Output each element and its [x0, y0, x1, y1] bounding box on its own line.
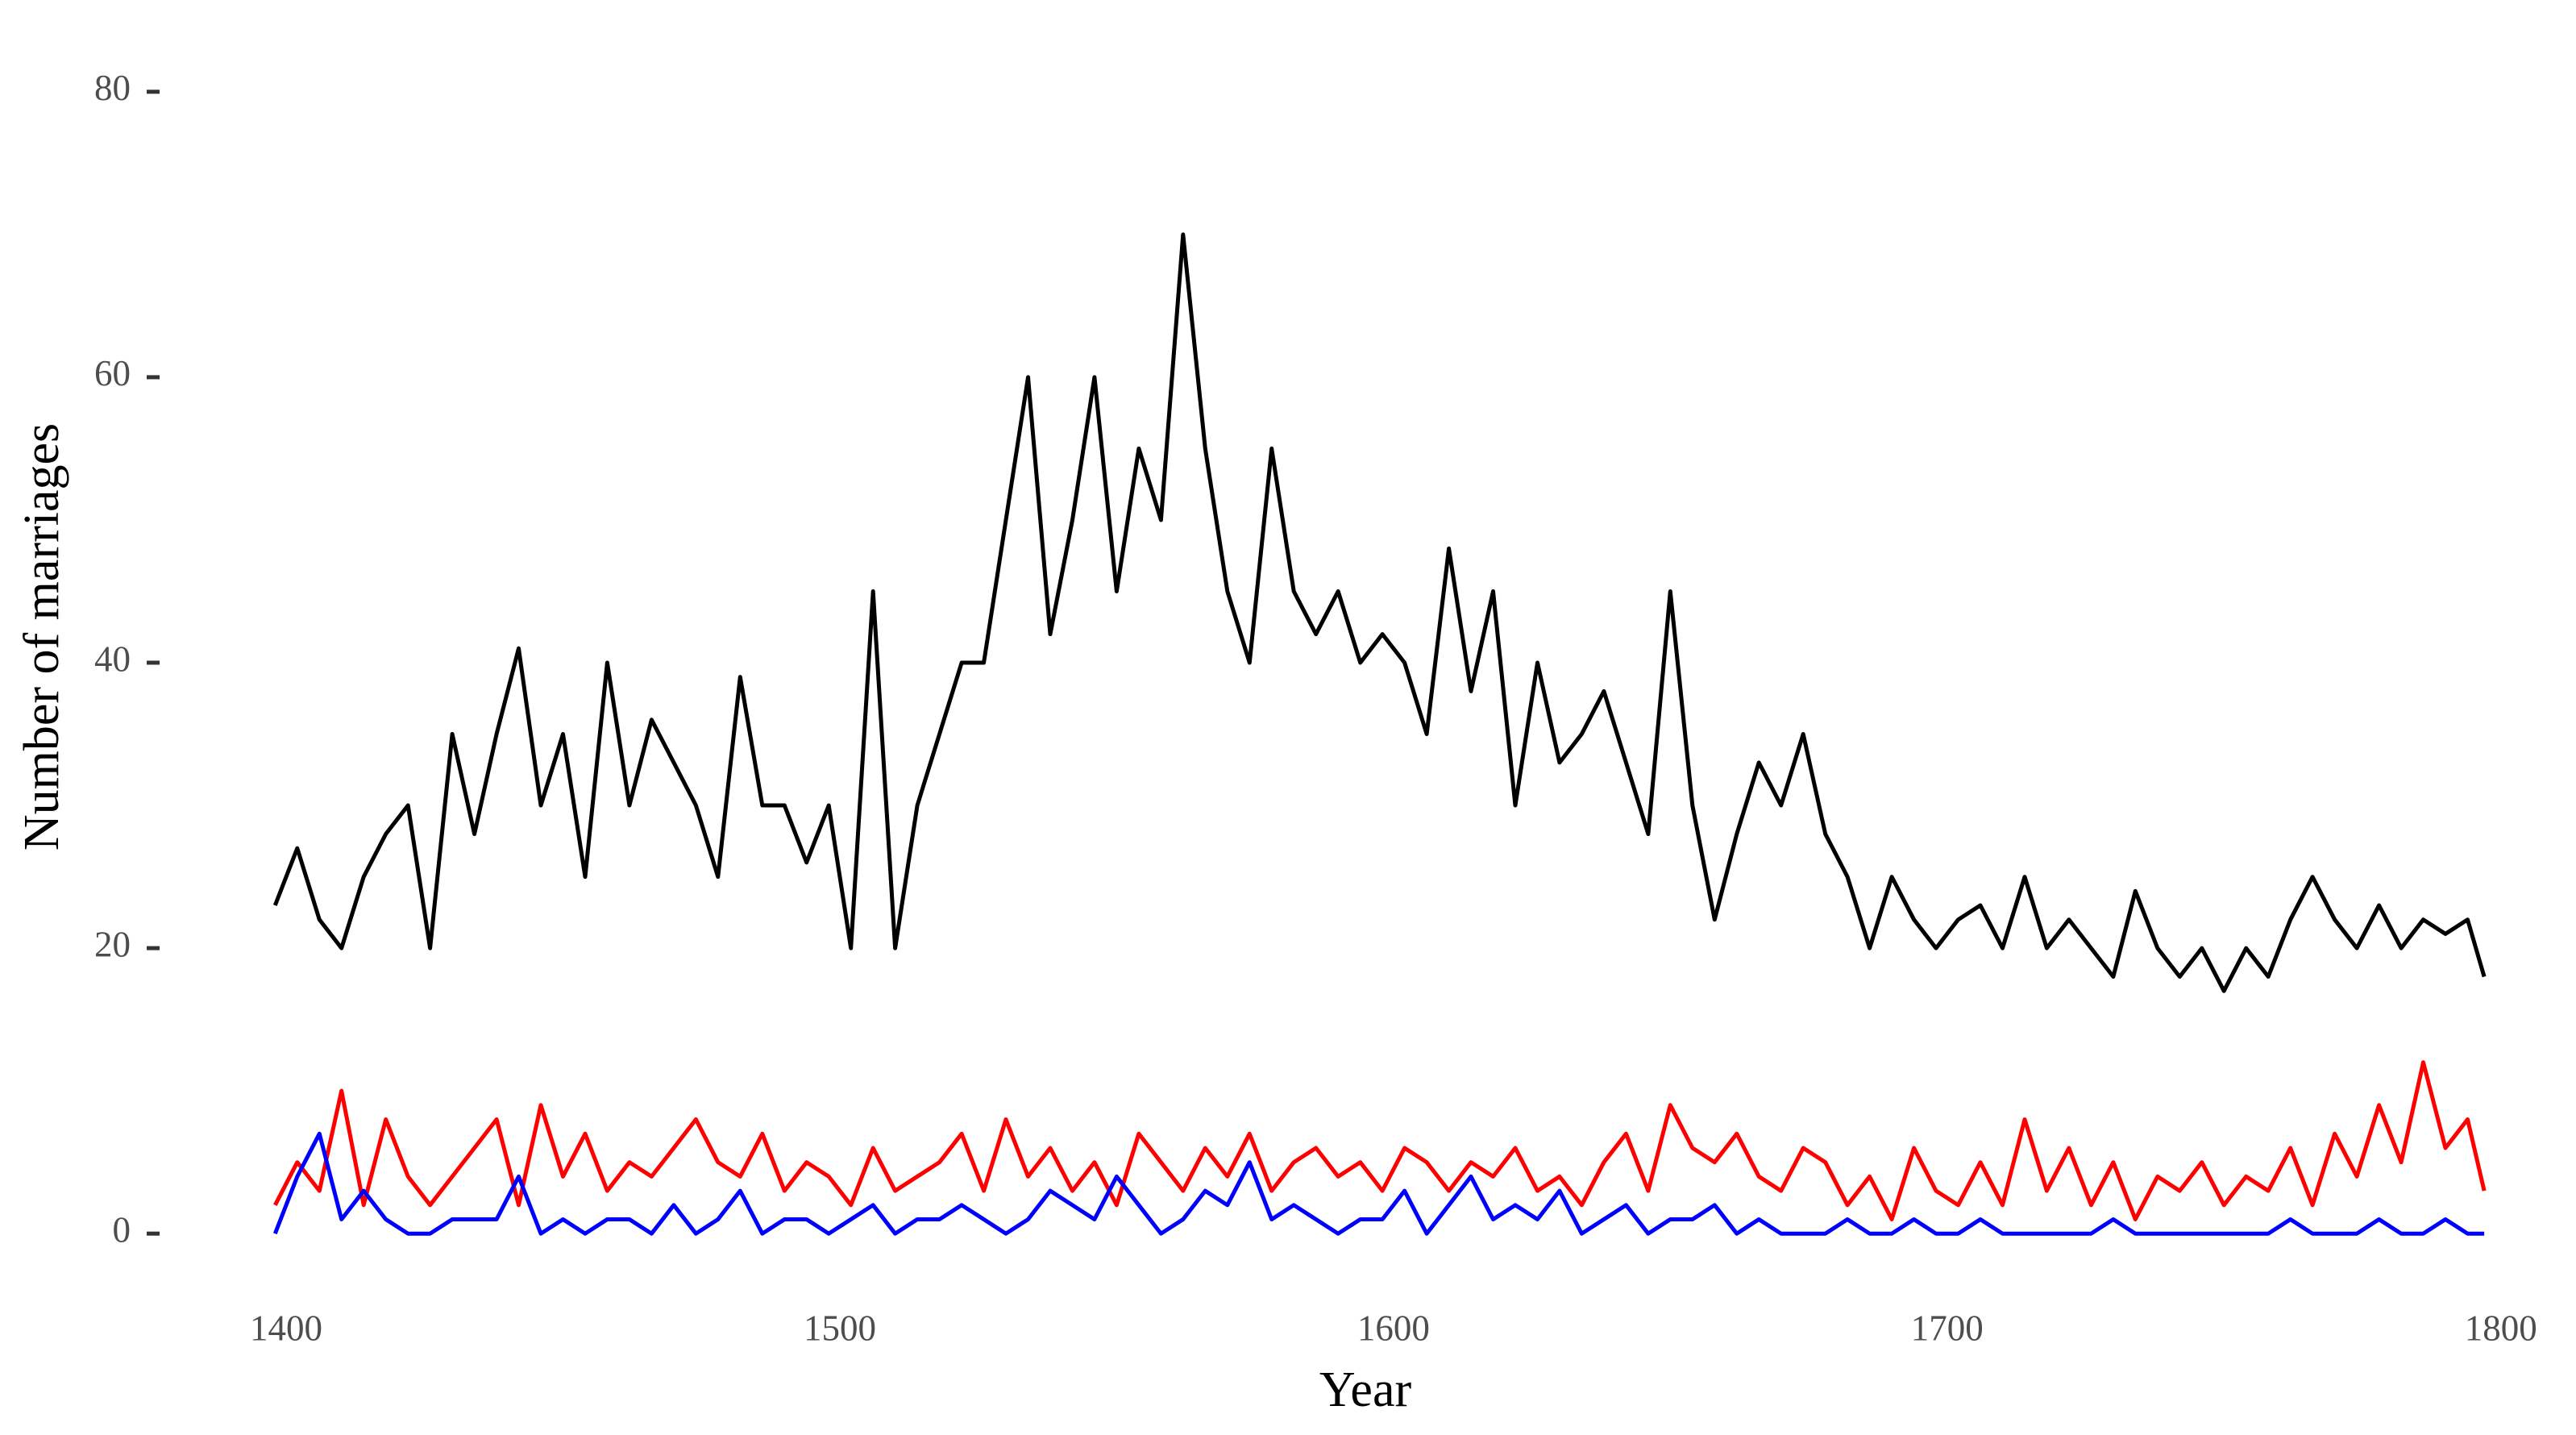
- y-tick-label: 60: [94, 353, 131, 393]
- y-tick-label: 20: [94, 924, 131, 964]
- x-tick-label: 1800: [2465, 1308, 2537, 1348]
- series-line: [273, 1060, 2487, 1221]
- y-tick-label: 40: [94, 638, 131, 679]
- series-line: [272, 1131, 2485, 1236]
- series-line: [272, 232, 2487, 993]
- y-axis-title: Number of marriages: [15, 423, 69, 851]
- x-tick-label: 1600: [1357, 1308, 1430, 1348]
- x-tick-label: 1700: [1911, 1308, 1984, 1348]
- x-tick-label: 1400: [250, 1308, 322, 1348]
- x-axis-title: Year: [1319, 1362, 1412, 1417]
- y-tick-label: 0: [113, 1210, 131, 1250]
- x-tick-label: 1500: [804, 1308, 876, 1348]
- y-tick-label: 80: [94, 68, 131, 108]
